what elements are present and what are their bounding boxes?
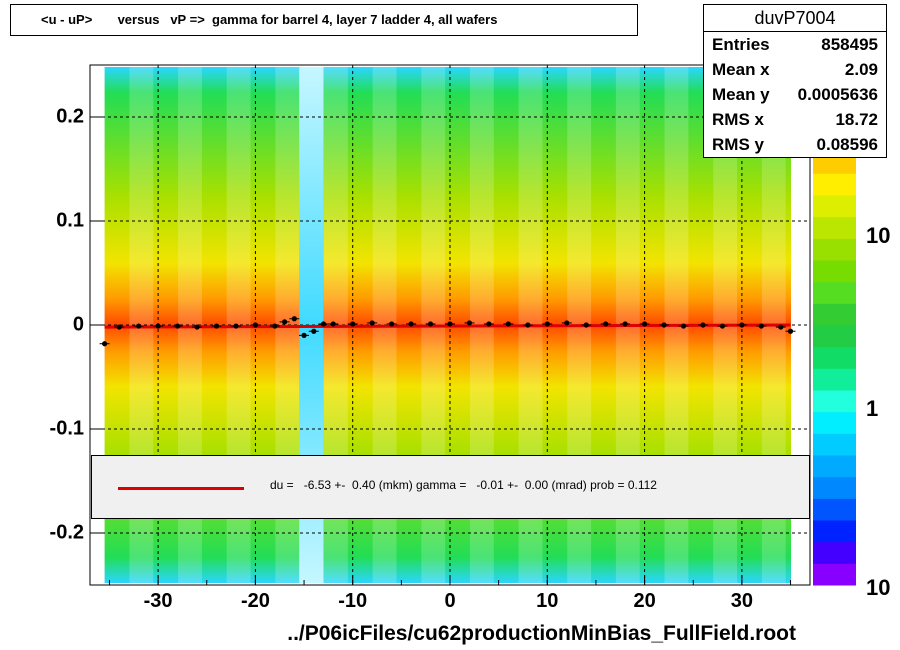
palette-cell xyxy=(813,455,856,478)
y-tick-label: 0.1 xyxy=(56,209,84,232)
profile-point xyxy=(583,322,589,328)
profile-point xyxy=(272,323,278,329)
palette-tick-label: 10 xyxy=(866,575,891,600)
stats-value: 0.08596 xyxy=(816,135,878,154)
profile-point xyxy=(778,324,784,330)
x-axis-label: ../P06icFiles/cu62productionMinBias_Full… xyxy=(287,622,796,645)
y-tick-label: 0 xyxy=(72,313,84,336)
stats-row-mean-x: Mean x 2.09 xyxy=(704,57,886,82)
profile-point xyxy=(700,322,706,328)
profile-point xyxy=(787,328,794,334)
profile-point xyxy=(447,321,453,327)
palette-cell xyxy=(813,368,856,391)
stats-label: RMS y xyxy=(712,135,764,154)
profile-point xyxy=(233,323,239,329)
profile-point xyxy=(213,323,220,329)
stats-label: Entries xyxy=(712,35,770,54)
palette-cell xyxy=(813,216,856,239)
palette-cell xyxy=(813,238,856,261)
x-tick-label: 0 xyxy=(444,590,456,612)
profile-point xyxy=(505,321,511,327)
profile-point xyxy=(320,321,327,327)
profile-point xyxy=(291,316,297,322)
x-tick-label: 10 xyxy=(536,590,559,612)
palette-tick-label: 10 xyxy=(866,223,891,248)
profile-point xyxy=(252,322,259,328)
x-tick-label: -30 xyxy=(143,590,173,612)
stats-row-rms-y: RMS y 0.08596 xyxy=(704,132,886,157)
fit-legend: du = -6.53 +- 0.40 (mkm) gamma = -0.01 +… xyxy=(91,455,810,519)
stats-row-mean-y: Mean y 0.0005636 xyxy=(704,82,886,107)
x-tick-label: 30 xyxy=(730,590,754,612)
profile-point xyxy=(739,322,745,328)
profile-point xyxy=(116,324,122,330)
stats-value: 2.09 xyxy=(844,60,878,79)
palette-cell xyxy=(813,476,856,499)
palette-cell xyxy=(813,520,856,543)
profile-point xyxy=(544,321,550,327)
profile-point xyxy=(466,320,473,326)
profile-point xyxy=(350,321,356,327)
profile-point xyxy=(330,321,336,327)
palette-cell xyxy=(813,390,856,413)
profile-point xyxy=(281,319,288,325)
palette-cell xyxy=(813,325,856,348)
profile-point xyxy=(369,320,375,326)
stats-value: 18.72 xyxy=(835,110,878,129)
histogram-title: <u - uP> versus vP => gamma for barrel 4… xyxy=(10,4,638,36)
profile-point xyxy=(680,323,687,329)
palette-cell xyxy=(813,173,856,196)
profile-points xyxy=(99,316,796,347)
y-tick-label: 0.2 xyxy=(56,105,84,128)
x-tick-label: -20 xyxy=(240,590,270,612)
palette-cell xyxy=(813,281,856,304)
profile-point xyxy=(622,321,628,327)
profile-point xyxy=(389,321,395,327)
palette-cell xyxy=(813,260,856,283)
profile-point xyxy=(486,321,492,327)
palette-cell xyxy=(813,195,856,218)
palette-cell xyxy=(813,303,856,326)
profile-point xyxy=(603,321,609,327)
profile-point xyxy=(311,328,317,334)
y-tick-label: -0.1 xyxy=(49,417,84,440)
profile-point xyxy=(155,323,161,329)
y-tick-label: -0.2 xyxy=(49,521,84,544)
palette-cell xyxy=(813,433,856,456)
profile-point xyxy=(427,321,434,327)
fit-legend-line xyxy=(118,487,244,490)
stats-value: 0.0005636 xyxy=(797,85,878,104)
profile-point xyxy=(174,323,181,329)
profile-point xyxy=(136,323,142,329)
stats-row-rms-x: RMS x 18.72 xyxy=(704,107,886,132)
palette-cell xyxy=(813,563,856,586)
stats-label: Mean y xyxy=(712,85,770,104)
profile-point xyxy=(758,323,764,329)
stats-box: duvP7004 Entries 858495 Mean x 2.09 Mean y… xyxy=(703,4,887,158)
stats-histogram-name: duvP7004 xyxy=(704,5,886,32)
profile-point xyxy=(194,324,200,330)
profile-point xyxy=(564,320,570,326)
profile-point xyxy=(525,322,531,328)
profile-point xyxy=(301,332,307,338)
palette-cell xyxy=(813,346,856,369)
stats-label: Mean x xyxy=(712,60,770,79)
profile-point xyxy=(719,323,726,329)
profile-point xyxy=(408,321,414,327)
profile-point xyxy=(641,321,648,327)
palette-cell xyxy=(813,411,856,434)
profile-point xyxy=(661,322,667,328)
stats-label: RMS x xyxy=(712,110,764,129)
palette-cell xyxy=(813,541,856,564)
profile-point xyxy=(101,341,108,347)
stats-value: 858495 xyxy=(821,35,878,54)
axis-tick-marks xyxy=(90,116,792,585)
palette-cell xyxy=(813,498,856,521)
x-tick-label: -10 xyxy=(338,590,368,612)
x-tick-label: 20 xyxy=(633,590,656,612)
palette-tick-label: 1 xyxy=(866,396,879,421)
stats-row-entries: Entries 858495 xyxy=(704,32,886,57)
fit-legend-text: du = -6.53 +- 0.40 (mkm) gamma = -0.01 +… xyxy=(270,478,657,492)
